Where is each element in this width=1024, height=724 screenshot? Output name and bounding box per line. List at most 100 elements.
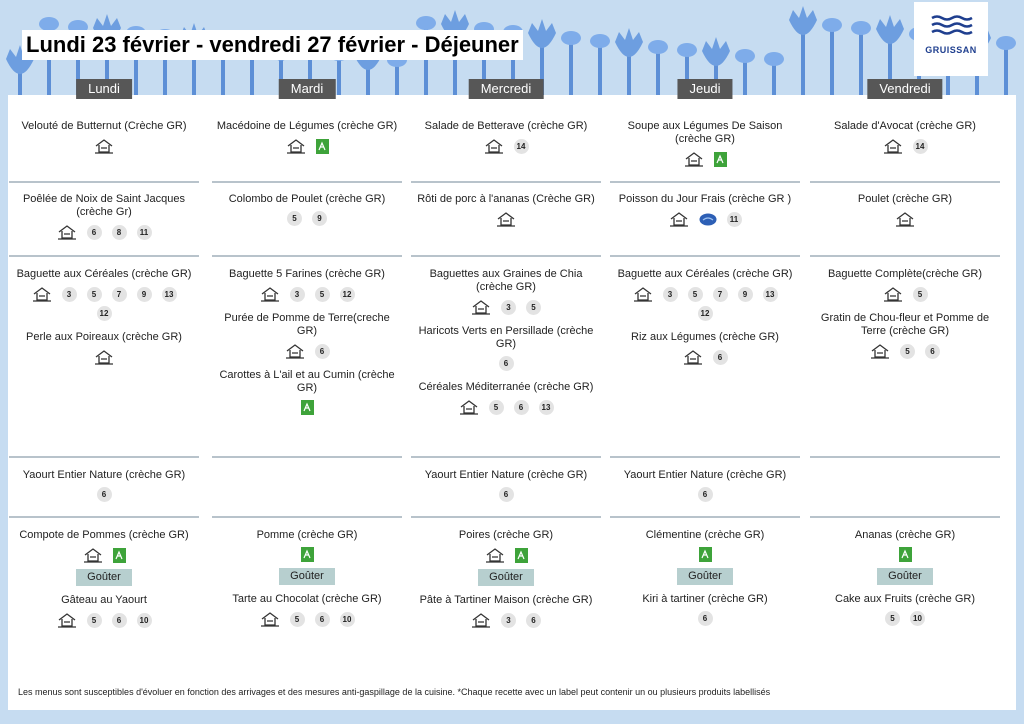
- menu-section: Yaourt Entier Nature (crèche GR) 6: [11, 469, 197, 502]
- labels: [625, 151, 785, 167]
- day-header: Mercredi: [468, 79, 544, 99]
- dish-name: Céréales Méditerranée (crèche GR): [418, 381, 594, 393]
- allergen-badge: 6: [526, 612, 541, 628]
- menu-section: Poulet (crèche GR): [812, 193, 998, 227]
- separator: [411, 516, 601, 518]
- allergen-badge: 14: [513, 138, 529, 154]
- separator: [411, 456, 601, 458]
- labels: [625, 547, 785, 562]
- day-header: Mardi: [278, 79, 336, 99]
- dish-name: Baguette Complète(crèche GR): [827, 268, 983, 280]
- allergen-badge: 6: [697, 487, 713, 502]
- dish-name: Pâte à Tartiner Maison (crèche GR): [419, 594, 593, 606]
- allergen-badge: 6: [925, 343, 940, 359]
- menu-item: Yaourt Entier Nature (crèche GR) 6: [11, 469, 197, 502]
- dish-name: Baguette aux Céréales (crèche GR): [617, 268, 793, 280]
- menu-section: Clémentine (crèche GR) Goûter Kiri à tarti…: [612, 529, 798, 626]
- menu-section: Baguette Complète(crèche GR) 5 Gratin de C…: [812, 268, 998, 359]
- menu-item: Baguette aux Céréales (crèche GR) 3 5 7 9 13 1…: [612, 268, 798, 321]
- labels: [227, 400, 387, 415]
- snack-label: Goûter: [877, 568, 933, 585]
- separator: [212, 255, 402, 257]
- homemade-icon: [32, 287, 51, 302]
- homemade-icon: [497, 212, 515, 227]
- allergen-badge: 3: [501, 612, 516, 628]
- dish-name: Gratin de Chou-fleur et Pomme de Terre (…: [820, 312, 990, 337]
- labels: [825, 547, 985, 562]
- dish-name: Cake aux Fruits (crèche GR): [835, 593, 975, 605]
- homemade-icon: [83, 548, 102, 563]
- dish-name: Poires (crèche GR): [458, 529, 554, 541]
- separator: [9, 456, 199, 458]
- dish-name: Pomme (crèche GR): [256, 529, 358, 541]
- menu-item: Soupe aux Légumes De Saison (crèche GR): [612, 120, 798, 167]
- labels: [24, 349, 184, 365]
- separator: [810, 255, 1000, 257]
- homemade-icon: [871, 344, 889, 359]
- menu-item: Rôti de porc à l'ananas (Crèche GR): [413, 193, 599, 227]
- separator: [411, 255, 601, 257]
- allergen-badge: 5: [526, 299, 541, 315]
- menu-item: Baguette 5 Farines (crèche GR) 3 5 12: [214, 268, 400, 302]
- dish-name: Poisson du Jour Frais (crèche GR ): [618, 193, 792, 205]
- allergen-badge: 7: [712, 286, 728, 302]
- dish-name: Salade de Betterave (crèche GR): [424, 120, 588, 132]
- dish-name: Clémentine (crèche GR): [645, 529, 765, 541]
- menu-item: Poires (crèche GR): [413, 529, 599, 563]
- labels: [426, 211, 586, 227]
- homemade-icon: [260, 612, 279, 627]
- allergen-badge: 5: [885, 611, 900, 626]
- labels: 5 6 10: [24, 612, 184, 628]
- menu-section: Yaourt Entier Nature (crèche GR) 6: [413, 469, 599, 502]
- dish-name: Macédoine de Légumes (crèche GR): [216, 120, 398, 132]
- dish-name: Compote de Pommes (crèche GR): [19, 529, 189, 541]
- menu-item: Céréales Méditerranée (crèche GR) 5 6 13: [413, 381, 599, 415]
- labels: 5: [825, 286, 985, 302]
- menu-section: Baguette aux Céréales (crèche GR) 3 5 7 9 13 1…: [612, 268, 798, 365]
- dish-name: Baguette 5 Farines (crèche GR): [229, 268, 385, 280]
- homemade-icon: [95, 350, 113, 365]
- dish-name: Tarte au Chocolat (crèche GR): [232, 593, 382, 605]
- allergen-badge: 5: [488, 399, 504, 415]
- menu-section: Poêlée de Noix de Saint Jacques (crèche …: [11, 193, 197, 240]
- labels: [426, 547, 586, 563]
- separator: [9, 516, 199, 518]
- dish-name: Riz aux Légumes (crèche GR): [631, 331, 779, 343]
- allergen-badge: 5: [912, 286, 928, 302]
- homemade-icon: [95, 139, 113, 154]
- dish-name: Poulet (crèche GR): [857, 193, 953, 205]
- menu-item: Pomme (crèche GR): [214, 529, 400, 562]
- allergen-badge: 5: [314, 286, 330, 302]
- menu-section: Macédoine de Légumes (crèche GR): [214, 120, 400, 154]
- dish-name: Velouté de Butternut (Crèche GR): [21, 120, 187, 132]
- allergen-badge: 13: [161, 286, 177, 302]
- logo-text: GRUISSAN: [925, 45, 977, 55]
- allergen-badge: 7: [111, 286, 127, 302]
- labels: 6: [625, 487, 785, 502]
- allergen-badge: 12: [697, 306, 713, 321]
- dish-name: Purée de Pomme de Terre(creche GR): [224, 312, 390, 337]
- allergen-badge: 9: [312, 211, 327, 226]
- day-header: Lundi: [76, 79, 132, 99]
- menu-item: Salade de Betterave (crèche GR) 14: [413, 120, 599, 154]
- dish-name: Baguettes aux Graines de Chia (crèche GR…: [429, 268, 583, 293]
- allergen-badge: 3: [289, 286, 305, 302]
- labels: [825, 211, 985, 227]
- menu-item: Gâteau au Yaourt 5 6 10: [11, 594, 197, 628]
- menu-item: Baguettes aux Graines de Chia (crèche GR…: [413, 268, 599, 315]
- allergen-badge: 6: [314, 343, 330, 359]
- labels: [227, 547, 387, 562]
- labels: 14: [825, 138, 985, 154]
- organic-icon: [898, 547, 912, 562]
- labels: 6: [227, 343, 387, 359]
- menu-item: Gratin de Chou-fleur et Pomme de Terre (…: [812, 312, 998, 359]
- footer-note: Les menus sont susceptibles d'évoluer en…: [18, 687, 771, 697]
- dish-name: Salade d'Avocat (crèche GR): [834, 120, 976, 132]
- day-header: Jeudi: [677, 79, 733, 99]
- separator: [610, 516, 800, 518]
- dish-name: Rôti de porc à l'ananas (Crèche GR): [417, 193, 595, 205]
- snack-label: Goûter: [76, 569, 132, 586]
- dish-name: Perle aux Poireaux (crèche GR): [26, 331, 182, 343]
- separator: [411, 181, 601, 183]
